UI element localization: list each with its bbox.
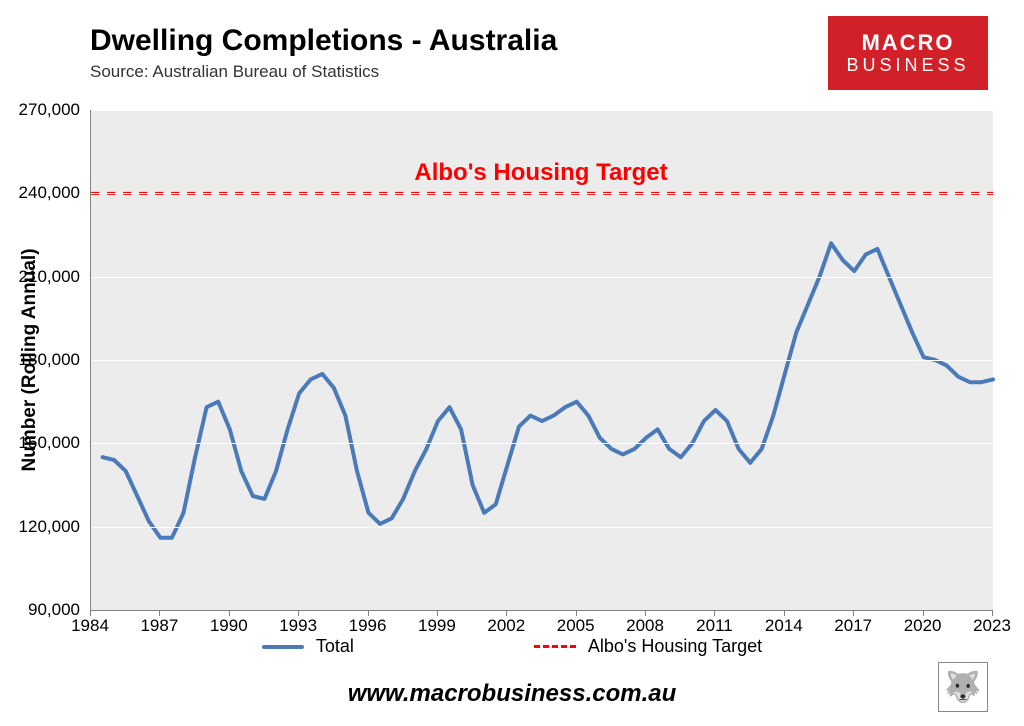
- xtick-label: 2011: [696, 616, 733, 636]
- xtick-label: 2008: [626, 616, 664, 636]
- chart-title: Dwelling Completions - Australia: [90, 24, 557, 58]
- xtick-label: 1996: [349, 616, 387, 636]
- gridline-h: [91, 360, 993, 361]
- brand-logo: MACRO BUSINESS: [828, 16, 988, 90]
- target-annotation: Albo's Housing Target: [414, 159, 667, 187]
- gridline-h: [91, 193, 993, 194]
- logo-line1: MACRO: [861, 31, 954, 54]
- legend-item-total: Total: [262, 636, 354, 657]
- ytick-label: 90,000: [10, 600, 80, 620]
- gridline-h: [91, 110, 993, 111]
- gridline-h: [91, 443, 993, 444]
- legend-item-target: Albo's Housing Target: [534, 636, 762, 657]
- ytick-label: 270,000: [10, 100, 80, 120]
- series-total-line: [103, 243, 993, 538]
- legend-swatch-dash: [534, 645, 576, 648]
- legend-label-total: Total: [316, 636, 354, 657]
- xtick-label: 2005: [557, 616, 595, 636]
- ytick-label: 180,000: [10, 350, 80, 370]
- xtick-label: 2023: [973, 616, 1011, 636]
- gridline-h: [91, 277, 993, 278]
- chart-container: Dwelling Completions - Australia Source:…: [0, 0, 1024, 726]
- logo-line2: BUSINESS: [846, 56, 969, 75]
- legend-swatch-line: [262, 645, 304, 649]
- ytick-label: 240,000: [10, 183, 80, 203]
- footer-url: www.macrobusiness.com.au: [0, 680, 1024, 708]
- mascot-icon: 🐺: [938, 662, 988, 712]
- xtick-label: 1987: [140, 616, 178, 636]
- xtick-label: 1999: [418, 616, 456, 636]
- xtick-label: 2014: [765, 616, 803, 636]
- plot-wrap: Number (Rolling Annual) Albo's Housing T…: [90, 110, 992, 610]
- legend-label-target: Albo's Housing Target: [588, 636, 762, 657]
- chart-subtitle: Source: Australian Bureau of Statistics: [90, 62, 379, 82]
- gridline-h: [91, 527, 993, 528]
- legend: Total Albo's Housing Target: [0, 636, 1024, 657]
- xtick-label: 2020: [904, 616, 942, 636]
- xtick-label: 2017: [834, 616, 872, 636]
- ytick-label: 150,000: [10, 433, 80, 453]
- ytick-label: 120,000: [10, 517, 80, 537]
- ytick-label: 210,000: [10, 267, 80, 287]
- xtick-label: 1984: [71, 616, 109, 636]
- xtick-label: 1990: [210, 616, 248, 636]
- xtick-label: 2002: [487, 616, 525, 636]
- xtick-label: 1993: [279, 616, 317, 636]
